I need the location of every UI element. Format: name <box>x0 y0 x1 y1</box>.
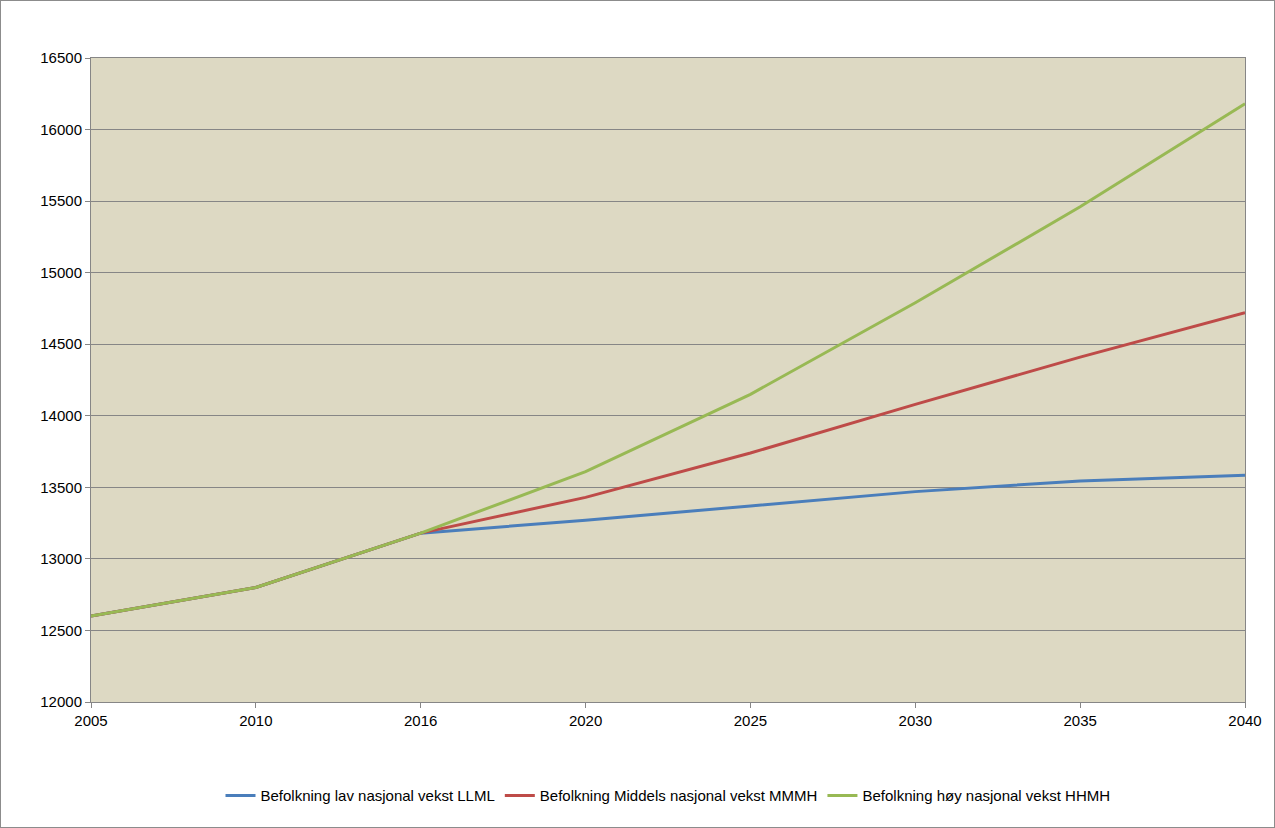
svg-text:Befolkning Middels nasjonal ve: Befolkning Middels nasjonal vekst MMMH <box>540 787 818 804</box>
svg-text:2030: 2030 <box>899 712 932 729</box>
svg-text:2025: 2025 <box>734 712 767 729</box>
svg-text:2005: 2005 <box>74 712 107 729</box>
svg-text:16000: 16000 <box>40 121 82 138</box>
svg-text:14000: 14000 <box>40 407 82 424</box>
svg-text:12000: 12000 <box>40 693 82 710</box>
svg-text:15000: 15000 <box>40 264 82 281</box>
svg-text:16500: 16500 <box>40 49 82 66</box>
svg-text:12500: 12500 <box>40 622 82 639</box>
svg-text:Befolkning lav nasjonal vekst: Befolkning lav nasjonal vekst LLML <box>261 787 495 804</box>
svg-text:13000: 13000 <box>40 550 82 567</box>
svg-text:Befolkning høy nasjonal vekst: Befolkning høy nasjonal vekst HHMH <box>862 787 1110 804</box>
svg-text:2016: 2016 <box>404 712 437 729</box>
svg-text:2040: 2040 <box>1228 712 1261 729</box>
svg-text:2035: 2035 <box>1063 712 1096 729</box>
svg-text:14500: 14500 <box>40 335 82 352</box>
svg-text:15500: 15500 <box>40 192 82 209</box>
svg-text:13500: 13500 <box>40 479 82 496</box>
svg-text:2020: 2020 <box>569 712 602 729</box>
svg-text:2010: 2010 <box>239 712 272 729</box>
